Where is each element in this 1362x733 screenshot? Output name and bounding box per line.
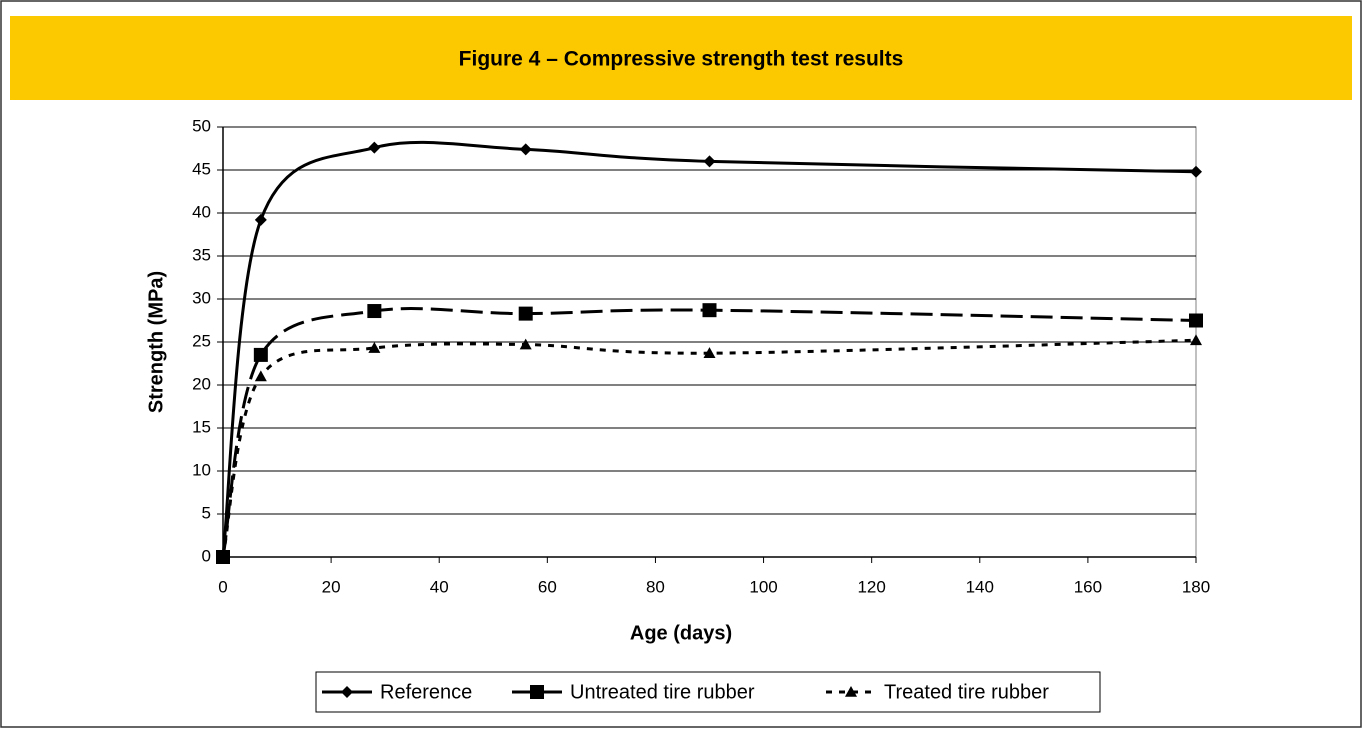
marker — [368, 342, 381, 353]
marker — [1190, 165, 1202, 178]
y-tick-label: 35 — [192, 245, 211, 264]
x-axis-label: Age (days) — [630, 622, 732, 644]
legend-label: Untreated tire rubber — [570, 681, 755, 703]
y-tick-label: 40 — [192, 202, 211, 221]
y-tick-label: 15 — [192, 417, 211, 436]
marker — [1190, 334, 1202, 346]
marker — [519, 143, 532, 156]
x-tick-label: 180 — [1182, 577, 1210, 596]
y-tick-label: 10 — [192, 460, 211, 479]
marker — [254, 213, 267, 226]
series-line — [221, 140, 1197, 558]
marker — [703, 155, 716, 168]
y-tick-label: 50 — [192, 116, 211, 135]
legend-box — [315, 671, 1101, 713]
x-tick-label: 160 — [1074, 577, 1102, 596]
marker — [530, 685, 544, 699]
y-tick-label: 0 — [202, 546, 211, 565]
x-tick-label: 40 — [430, 577, 449, 596]
marker — [253, 347, 268, 362]
y-tick-label: 45 — [192, 159, 211, 178]
x-tick-label: 100 — [749, 577, 777, 596]
title-band — [10, 16, 1352, 100]
chart-title: Figure 4 – Compressive strength test res… — [459, 48, 904, 71]
marker — [1189, 313, 1203, 328]
y-tick-label: 30 — [192, 288, 211, 307]
marker — [702, 303, 717, 318]
y-tick-label: 25 — [192, 331, 211, 350]
marker — [254, 370, 267, 382]
marker — [518, 306, 533, 321]
y-axis-label: Strength (MPa) — [145, 271, 167, 413]
y-tick-label: 5 — [202, 503, 211, 522]
legend-label: Reference — [380, 681, 472, 703]
marker — [341, 686, 353, 698]
x-tick-label: 80 — [646, 577, 665, 596]
marker — [367, 304, 382, 319]
marker — [519, 338, 532, 350]
x-tick-label: 20 — [322, 577, 341, 596]
series-line — [221, 307, 1197, 558]
marker — [368, 141, 381, 154]
series-line — [221, 338, 1197, 558]
marker — [217, 551, 229, 562]
y-tick-label: 20 — [192, 374, 211, 393]
x-tick-label: 0 — [218, 577, 227, 596]
marker — [845, 686, 857, 697]
x-tick-label: 60 — [538, 577, 557, 596]
x-tick-label: 120 — [857, 577, 885, 596]
legend-label: Treated tire rubber — [884, 681, 1049, 703]
x-tick-label: 140 — [966, 577, 994, 596]
marker — [703, 347, 716, 358]
